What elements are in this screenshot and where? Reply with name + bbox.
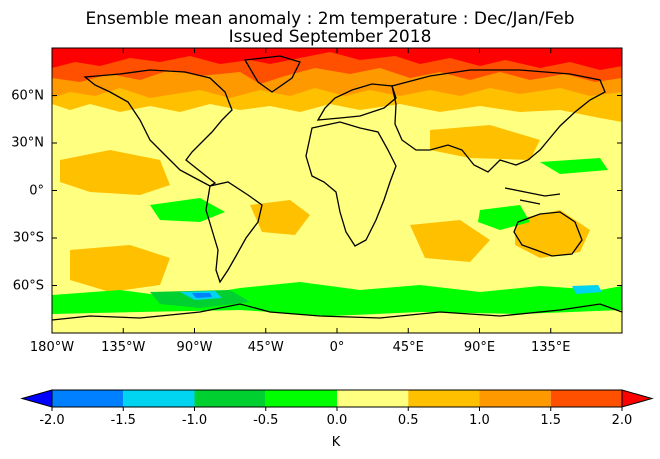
coast-europe (316, 83, 397, 121)
y-tick-label: 0° (29, 183, 44, 198)
colorbar-segment (265, 390, 337, 407)
anomaly-region-antarctic-blue (192, 293, 212, 298)
anomaly-region-australia-orange (515, 210, 590, 258)
colorbar-tick-label: 1.5 (540, 413, 562, 428)
anomaly-region-indian-orange (410, 220, 490, 262)
coastlines (52, 55, 622, 321)
anomaly-region-antarctica-yellow (52, 310, 622, 333)
y-tick-label: 30°N (11, 135, 44, 151)
coast-indonesia (504, 187, 561, 205)
anomaly-region-arctic-max (52, 48, 622, 70)
colorbar-segment (123, 390, 195, 407)
coast-greenland (243, 55, 301, 93)
anomaly-region-atlantic-orange (250, 200, 310, 235)
colorbar (20, 389, 654, 411)
x-tick-label: 180°W (29, 340, 75, 355)
figure-subtitle: Issued September 2018 (228, 27, 432, 47)
anomaly-region-southpacific-orange (70, 245, 170, 292)
x-tick-label: 0° (329, 340, 345, 355)
coast-asia (391, 69, 606, 173)
colorbar-extend-high (621, 389, 654, 408)
x-tick-label: 135°W (101, 340, 146, 355)
figure-title: Ensemble mean anomaly : 2m temperature :… (85, 9, 575, 29)
anomaly-field (52, 48, 622, 333)
x-tick-label: 45°E (392, 340, 424, 355)
colorbar-tick-label: -1.0 (181, 413, 208, 428)
colorbar-segment (550, 390, 622, 407)
coast-antarctica (52, 303, 622, 321)
colorbar-tick-label: -0.5 (253, 413, 279, 428)
y-tick-label: 60°S (12, 278, 44, 293)
colorbar-tick-label: 0.0 (326, 413, 348, 428)
anomaly-region-southpacific-green (150, 198, 225, 222)
colorbar-segment (337, 390, 409, 407)
colorbar-tick-label: 2.0 (611, 413, 633, 428)
colorbar-unit-label: K (331, 435, 341, 450)
anomaly-region-asia-orange (430, 125, 540, 160)
coast-africa (305, 121, 397, 247)
coast-south-america (205, 181, 263, 284)
anomaly-region-antarctic-cyan-east (572, 285, 602, 294)
anomaly-region-pacific-green (540, 158, 608, 174)
colorbar-extend-low (20, 389, 53, 408)
y-tick-label: 30°S (12, 230, 44, 246)
anomaly-region-pacific-orange (60, 150, 170, 195)
y-tick-marks (52, 95, 622, 286)
y-tick-label: 60°N (11, 88, 44, 103)
colorbar-segment (52, 390, 124, 407)
x-tick-label: 135°E (530, 340, 571, 355)
coast-australia (513, 211, 583, 257)
colorbar-tick-label: 1.0 (469, 413, 490, 428)
x-tick-marks (51, 48, 552, 333)
colorbar-segment (479, 390, 551, 407)
colorbar-tick-label: -2.0 (39, 413, 65, 428)
x-tick-label: 90°E (463, 340, 496, 355)
x-tick-label: 90°W (176, 340, 213, 355)
colorbar-tick-label: -1.5 (110, 413, 136, 428)
coast-north-america (83, 69, 233, 187)
x-tick-label: 45°W (247, 340, 284, 355)
colorbar-tick-label: 0.5 (397, 413, 419, 428)
colorbar-segment (194, 390, 266, 407)
colorbar-segment (408, 390, 480, 407)
